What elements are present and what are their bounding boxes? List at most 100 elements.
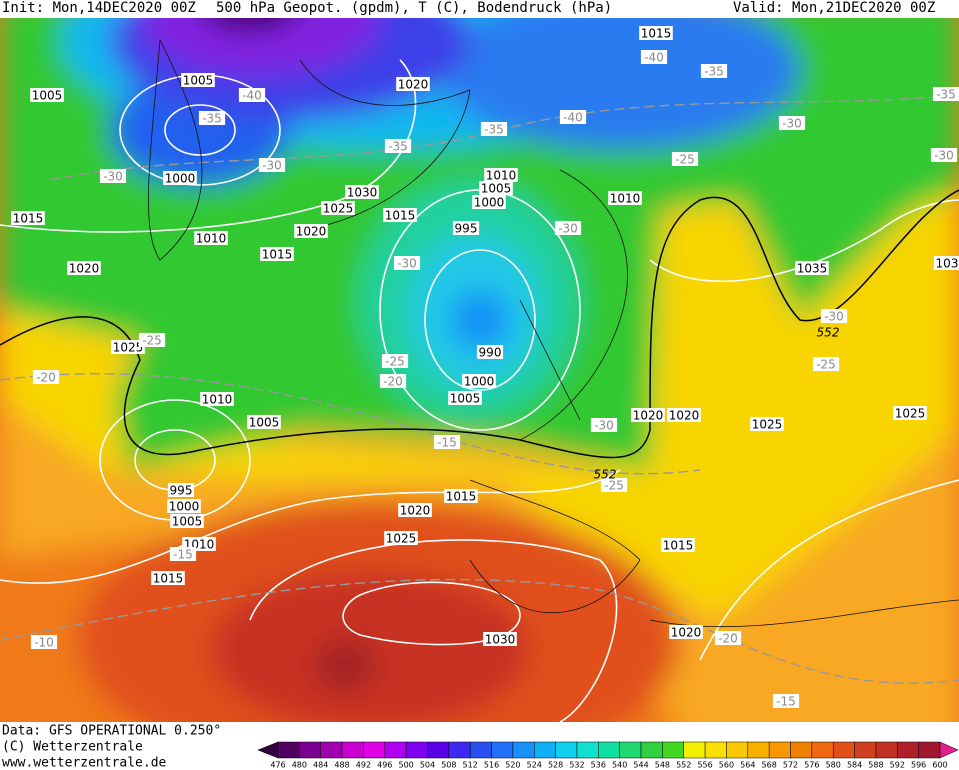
- contour-label: 552: [594, 468, 617, 482]
- temperature-label: -30: [558, 222, 578, 236]
- isobar-label: 1015: [663, 539, 694, 553]
- colorbar-swatch: [320, 741, 343, 759]
- colorbar-swatch: [555, 741, 578, 759]
- temperature-label-box: [700, 64, 728, 78]
- isobar-label-box: [479, 181, 513, 195]
- temperature-label-box: [258, 158, 286, 172]
- isobar-label-box: [639, 26, 673, 40]
- colorbar-tick-label: 492: [356, 761, 371, 770]
- temperature-label: -20: [36, 371, 56, 385]
- colorbar-swatch: [897, 741, 919, 759]
- temperature-label-box: [812, 357, 840, 371]
- colorbar-tick-label: 488: [334, 761, 349, 770]
- temperature-label-box: [600, 478, 628, 492]
- temperature-label: -25: [604, 479, 624, 493]
- colorbar-swatch: [875, 741, 898, 759]
- isobar-label-box: [483, 632, 517, 646]
- isobar-label-box: [608, 191, 642, 205]
- colorbar-tick-label: 544: [633, 761, 648, 770]
- isobar-label-box: [151, 571, 185, 585]
- isobar-label: 1025: [386, 532, 417, 546]
- colorbar-tick-label: 576: [804, 761, 819, 770]
- colorbar-tick-label: 592: [890, 761, 905, 770]
- colorbar-swatch: [662, 741, 684, 759]
- colorbar-tick-label: 504: [420, 761, 435, 770]
- colorbar-swatch: [384, 741, 407, 759]
- isobar-label-box: [398, 503, 432, 517]
- colorbar-tick-label: 496: [377, 761, 392, 770]
- colorbar-tick-label: 564: [740, 761, 755, 770]
- isobar-label-box: [452, 221, 480, 235]
- isobar-label-box: [750, 417, 784, 431]
- isobar-label: 1005: [172, 515, 203, 529]
- isobar-label: 1010: [196, 232, 227, 246]
- temperature-label-box: [238, 88, 266, 102]
- isobar-label: 995: [170, 484, 193, 498]
- temperature-label-box: [554, 221, 582, 235]
- colorbar-tick-label: 524: [527, 761, 542, 770]
- isobar-label-box: [247, 415, 281, 429]
- colorbar-tick-label: 480: [292, 761, 307, 770]
- isobar-label-box: [181, 73, 215, 87]
- colorbar-tick-label: 500: [398, 761, 413, 770]
- colorbar-swatch: [405, 741, 428, 759]
- temperature-label: -25: [675, 153, 695, 167]
- colorbar-tick-label: 540: [612, 761, 627, 770]
- colorbar-tick-label: 600: [932, 761, 947, 770]
- temperature-label-box: [169, 547, 197, 561]
- temperature-label: -30: [103, 170, 123, 184]
- temperature-label-box: [590, 418, 618, 432]
- colorbar-tick-label: 512: [463, 761, 478, 770]
- temperature-label: -35: [484, 123, 504, 137]
- isobar-label-box: [396, 77, 430, 91]
- isobar-label-box: [472, 195, 506, 209]
- isobar-label: 1005: [450, 392, 481, 406]
- temperature-label: -15: [437, 436, 457, 450]
- temperature-label: -30: [934, 149, 954, 163]
- colorbar-tick-label: 528: [548, 761, 563, 770]
- colorbar-swatch: [726, 741, 749, 759]
- colorbar-swatch: [640, 741, 663, 759]
- colorbar-swatch: [341, 741, 364, 759]
- isobar-label-box: [260, 247, 294, 261]
- init-time: Init: Mon,14DEC2020 00Z: [2, 0, 196, 16]
- colorbar-swatch: [704, 741, 727, 759]
- colorbar-swatch: [363, 741, 386, 759]
- isobar-label-box: [200, 392, 234, 406]
- temperature-label-box: [772, 694, 800, 708]
- isobar-label-box: [476, 345, 504, 359]
- isobar-label-box: [667, 408, 701, 422]
- colorbar-swatch: [277, 741, 300, 759]
- isobar-label-box: [484, 168, 518, 182]
- temperature-label-box: [198, 111, 226, 125]
- isobar-label-box: [444, 489, 478, 503]
- isobar-label-box: [384, 531, 418, 545]
- temperature-label: -25: [142, 334, 162, 348]
- temperature-label-box: [671, 152, 699, 166]
- isobar-label: 990: [479, 346, 502, 360]
- colorbar-tick-label: 596: [911, 761, 926, 770]
- copyright: (C) Wetterzentrale: [2, 740, 143, 755]
- isobar-label-box: [383, 208, 417, 222]
- colorbar-swatch: [811, 741, 834, 759]
- colorbar-swatch: [918, 741, 941, 759]
- colorbar-swatch: [747, 741, 770, 759]
- colorbar-swatch: [832, 741, 855, 759]
- temperature-label: -20: [718, 632, 738, 646]
- temperature-label-box: [559, 110, 587, 124]
- isobar-label-box: [669, 625, 703, 639]
- temperature-label: -35: [936, 88, 956, 102]
- temperature-label-box: [640, 50, 668, 64]
- isobar-label-box: [448, 391, 482, 405]
- isobar-label: 1000: [165, 172, 196, 186]
- contour-label: 552: [817, 326, 840, 340]
- isobar-label: 1025: [895, 407, 926, 421]
- isobar-label-box: [167, 499, 201, 513]
- isobar-label: 995: [455, 222, 478, 236]
- colorbar-swatch: [854, 741, 877, 759]
- colorbar-swatch: [491, 741, 514, 759]
- isobar-label-box: [661, 538, 695, 552]
- colorbar-arrow-right: [939, 741, 959, 759]
- isobar-label: 1005: [183, 74, 214, 88]
